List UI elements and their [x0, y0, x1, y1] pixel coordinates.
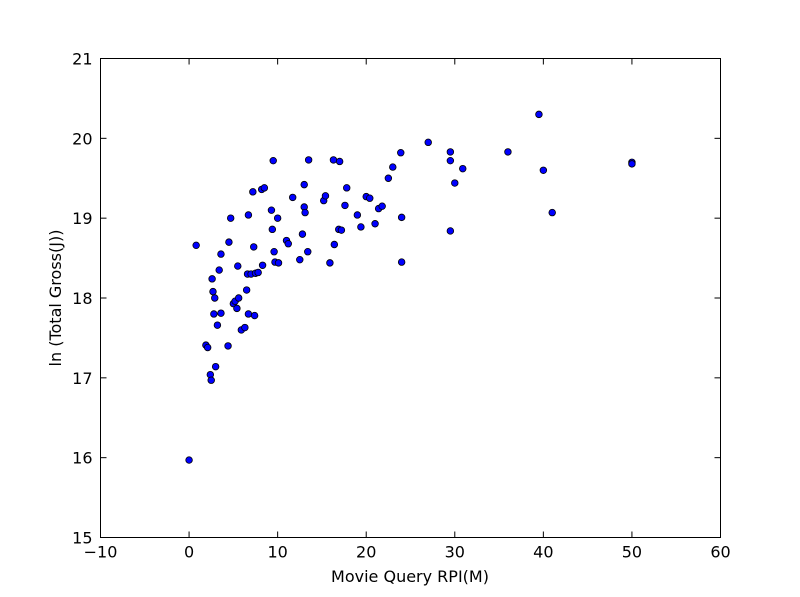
- data-point: [273, 214, 282, 222]
- y-tick-label: 19: [72, 209, 92, 228]
- data-point: [284, 240, 292, 248]
- y-axis-label: ln (Total Gross(J)): [46, 230, 65, 367]
- data-point: [337, 226, 346, 234]
- y-tick-labels: 15 16 17 18 19 20 21: [72, 50, 92, 548]
- data-point: [210, 310, 218, 318]
- y-tick-label: 20: [72, 129, 92, 148]
- data-point: [208, 275, 216, 283]
- data-point: [628, 160, 636, 168]
- data-point: [209, 287, 217, 296]
- x-tick-label: −10: [84, 543, 118, 562]
- data-point: [446, 156, 455, 165]
- data-point: [397, 149, 405, 157]
- data-point: [326, 259, 334, 267]
- y-tick-label: 18: [72, 289, 92, 308]
- data-point: [389, 163, 397, 171]
- y-tick-label: 15: [72, 529, 92, 548]
- data-point: [397, 258, 406, 266]
- data-point: [384, 174, 393, 182]
- data-point: [459, 164, 467, 173]
- data-point: [224, 342, 232, 350]
- data-point: [244, 211, 253, 219]
- data-point: [234, 294, 243, 302]
- data-point: [366, 194, 374, 202]
- data-point: [357, 223, 365, 231]
- y-tick-label: 17: [72, 369, 92, 388]
- data-point: [446, 148, 455, 156]
- data-point: [446, 227, 455, 235]
- data-point: [304, 247, 312, 256]
- data-point: [217, 309, 225, 317]
- data-point: [244, 310, 253, 318]
- data-point: [250, 311, 259, 320]
- data-point: [301, 208, 309, 217]
- data-point: [298, 230, 307, 238]
- data-point: [321, 192, 330, 200]
- data-point: [233, 304, 241, 313]
- y-tick-label: 21: [72, 50, 92, 69]
- x-tick-label: 0: [184, 543, 194, 562]
- data-point: [211, 362, 220, 371]
- data-point: [258, 261, 267, 269]
- data-point: [335, 157, 344, 166]
- x-tick-label: 20: [356, 543, 376, 562]
- data-point: [300, 180, 308, 189]
- x-tick-label: 10: [267, 543, 287, 562]
- data-point: [217, 250, 225, 258]
- data-point: [304, 156, 313, 164]
- data-point: [225, 238, 233, 246]
- x-tick-label: 30: [445, 543, 465, 562]
- x-tick-labels: −10 0 10 20 30 40 50 60: [84, 543, 731, 562]
- data-point: [254, 268, 262, 277]
- data-point: [535, 110, 543, 119]
- data-point: [260, 184, 269, 192]
- data-point: [215, 266, 223, 274]
- data-point: [341, 201, 349, 210]
- data-point: [207, 376, 215, 384]
- data-point: [397, 213, 406, 222]
- data-point: [185, 456, 193, 464]
- data-point: [274, 259, 283, 267]
- data-point: [539, 166, 548, 174]
- data-point: [329, 156, 338, 164]
- x-axis-label: Movie Query RPI(M): [331, 567, 489, 586]
- data-points: [185, 110, 636, 464]
- data-point: [371, 220, 379, 228]
- data-point: [268, 225, 277, 234]
- data-point: [296, 255, 304, 264]
- y-tick-label: 16: [72, 449, 92, 468]
- data-point: [226, 214, 235, 222]
- data-point: [289, 193, 297, 202]
- data-point: [343, 184, 351, 192]
- data-point: [330, 240, 339, 249]
- plot-frame: [100, 58, 721, 538]
- x-tick-label: 40: [533, 543, 553, 562]
- data-point: [249, 188, 257, 196]
- data-point: [242, 286, 251, 294]
- data-point: [378, 202, 386, 210]
- data-point: [211, 294, 219, 302]
- data-point: [269, 156, 277, 165]
- data-point: [267, 206, 276, 214]
- data-point: [192, 241, 200, 250]
- data-point: [213, 321, 222, 329]
- x-tick-label: 60: [710, 543, 730, 562]
- data-point: [241, 323, 249, 332]
- data-point: [353, 211, 362, 219]
- data-point: [270, 247, 278, 256]
- data-point: [451, 179, 459, 187]
- data-point: [250, 243, 258, 251]
- data-point: [424, 138, 432, 147]
- data-point: [504, 148, 512, 156]
- data-point: [203, 343, 212, 352]
- x-tick-label: 50: [622, 543, 642, 562]
- data-point: [234, 262, 242, 270]
- axis-ticks: [100, 58, 721, 538]
- data-point: [548, 208, 556, 217]
